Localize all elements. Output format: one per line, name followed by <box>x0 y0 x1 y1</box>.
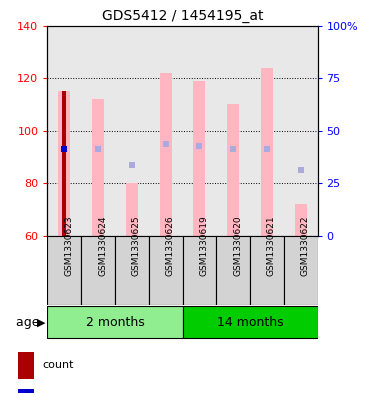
Bar <box>284 236 318 305</box>
Bar <box>250 26 284 236</box>
Text: GSM1330623: GSM1330623 <box>64 216 73 276</box>
Bar <box>47 306 182 338</box>
Bar <box>58 91 70 236</box>
Bar <box>160 73 172 236</box>
Bar <box>182 306 318 338</box>
Bar <box>149 26 182 236</box>
Bar <box>18 389 34 393</box>
Bar <box>47 236 81 305</box>
Text: GSM1330626: GSM1330626 <box>166 216 174 276</box>
Text: GSM1330622: GSM1330622 <box>301 216 310 276</box>
Bar <box>284 26 318 236</box>
Bar <box>182 236 216 305</box>
Text: age: age <box>16 316 44 329</box>
Text: GSM1330625: GSM1330625 <box>132 216 141 276</box>
Bar <box>18 352 34 379</box>
Text: 14 months: 14 months <box>217 316 283 329</box>
Bar <box>115 236 149 305</box>
Bar <box>126 183 138 236</box>
Bar <box>92 99 104 236</box>
Text: ▶: ▶ <box>37 317 46 327</box>
Bar <box>227 105 239 236</box>
Bar <box>81 236 115 305</box>
Bar <box>250 236 284 305</box>
Text: GSM1330624: GSM1330624 <box>98 216 107 276</box>
Title: GDS5412 / 1454195_at: GDS5412 / 1454195_at <box>102 9 263 23</box>
Bar <box>81 26 115 236</box>
Text: GSM1330621: GSM1330621 <box>267 216 276 276</box>
Bar <box>149 236 182 305</box>
Text: 2 months: 2 months <box>86 316 144 329</box>
Bar <box>295 204 307 236</box>
Bar <box>193 81 205 236</box>
Bar <box>216 236 250 305</box>
Text: GSM1330619: GSM1330619 <box>199 216 208 277</box>
Bar <box>182 26 216 236</box>
Text: count: count <box>42 360 74 371</box>
Bar <box>216 26 250 236</box>
Text: GSM1330620: GSM1330620 <box>233 216 242 276</box>
Bar <box>47 26 81 236</box>
Bar <box>261 68 273 236</box>
Bar <box>115 26 149 236</box>
Bar <box>62 91 66 236</box>
